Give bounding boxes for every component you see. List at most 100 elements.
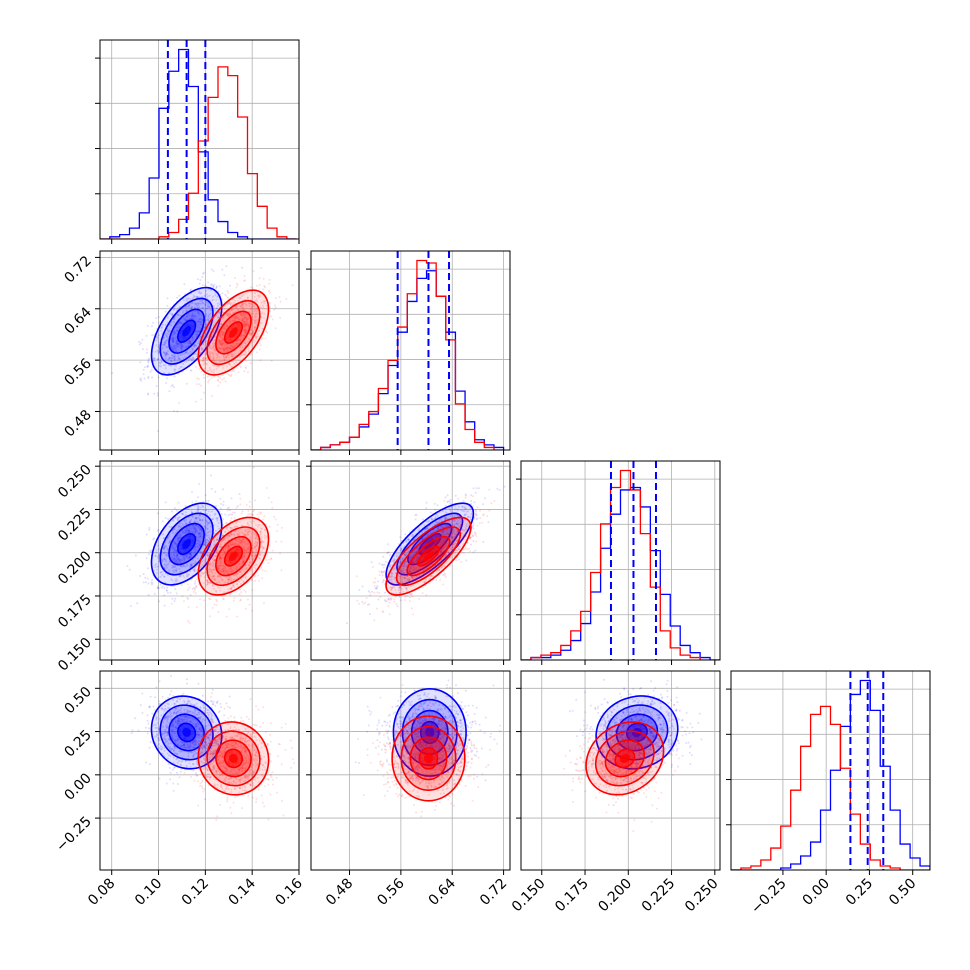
scatter-point bbox=[200, 528, 203, 531]
scatter-point bbox=[253, 319, 256, 322]
scatter-point bbox=[189, 552, 192, 555]
scatter-point bbox=[240, 349, 243, 352]
scatter-point bbox=[268, 525, 271, 528]
scatter-point bbox=[260, 316, 263, 318]
scatter-point bbox=[179, 366, 182, 369]
scatter-point bbox=[410, 567, 413, 570]
scatter-point bbox=[226, 313, 229, 316]
scatter-point bbox=[194, 580, 197, 583]
scatter-point bbox=[247, 350, 250, 353]
scatter-point bbox=[177, 343, 180, 346]
scatter-point bbox=[234, 344, 237, 346]
scatter-point bbox=[191, 317, 194, 320]
scatter-point bbox=[224, 530, 227, 533]
scatter-point bbox=[207, 568, 210, 571]
scatter-point bbox=[154, 564, 157, 567]
scatter-point bbox=[263, 300, 266, 303]
scatter-point bbox=[201, 347, 204, 350]
scatter-point bbox=[195, 315, 198, 318]
scatter-point bbox=[163, 341, 166, 344]
scatter-point bbox=[212, 286, 215, 288]
scatter-point bbox=[438, 520, 441, 523]
scatter-point bbox=[213, 375, 216, 378]
scatter-point bbox=[244, 279, 247, 282]
scatter-point bbox=[202, 271, 205, 274]
scatter-point bbox=[231, 346, 234, 349]
scatter-point bbox=[225, 569, 228, 572]
scatter-point bbox=[476, 517, 479, 520]
scatter-point bbox=[154, 566, 157, 569]
scatter-point bbox=[436, 521, 439, 524]
scatter-point bbox=[243, 333, 245, 336]
scatter-point bbox=[152, 321, 155, 324]
scatter-point bbox=[213, 364, 216, 367]
scatter-point bbox=[200, 398, 203, 401]
scatter-point bbox=[226, 347, 229, 350]
scatter-point bbox=[177, 357, 180, 360]
scatter-point bbox=[212, 564, 215, 567]
scatter-point bbox=[427, 520, 430, 523]
scatter-point bbox=[175, 554, 178, 557]
scatter-point bbox=[235, 572, 238, 575]
scatter-point bbox=[245, 503, 248, 506]
scatter-point bbox=[198, 514, 201, 517]
scatter-point bbox=[173, 600, 176, 603]
scatter-point bbox=[187, 619, 190, 622]
scatter-point bbox=[180, 345, 183, 348]
scatter-point bbox=[173, 375, 176, 378]
scatter-point bbox=[250, 286, 253, 289]
scatter-point bbox=[155, 339, 158, 342]
scatter-point bbox=[203, 540, 206, 543]
scatter-point bbox=[156, 358, 159, 361]
scatter-point bbox=[228, 321, 231, 324]
scatter-point bbox=[186, 563, 189, 566]
scatter-point bbox=[214, 550, 216, 553]
scatter-point bbox=[180, 584, 183, 587]
scatter-point bbox=[254, 316, 257, 319]
scatter-point bbox=[202, 373, 205, 376]
histogram-red bbox=[100, 66, 297, 239]
scatter-point bbox=[212, 295, 214, 298]
scatter-point bbox=[451, 520, 454, 523]
scatter-point bbox=[199, 535, 202, 538]
scatter-point bbox=[222, 569, 225, 572]
scatter-point bbox=[212, 562, 215, 565]
scatter-point bbox=[191, 349, 194, 352]
scatter-point bbox=[190, 524, 193, 527]
scatter-point bbox=[175, 556, 178, 559]
scatter-point bbox=[441, 542, 444, 545]
scatter-point bbox=[202, 599, 205, 602]
scatter-point bbox=[221, 292, 224, 295]
scatter-point bbox=[149, 370, 152, 373]
scatter-point bbox=[169, 344, 172, 347]
scatter-point bbox=[177, 525, 180, 528]
scatter-point bbox=[236, 505, 239, 508]
scatter-point bbox=[227, 529, 229, 532]
scatter-point bbox=[171, 384, 174, 387]
scatter-point bbox=[232, 542, 235, 545]
scatter-point bbox=[462, 499, 465, 502]
scatter-point bbox=[235, 568, 238, 571]
scatter-point bbox=[228, 301, 231, 304]
scatter-point bbox=[412, 553, 415, 556]
scatter-point bbox=[191, 305, 194, 308]
scatter-point bbox=[260, 527, 262, 530]
scatter-point bbox=[196, 516, 199, 519]
scatter-point bbox=[184, 317, 187, 320]
scatter-point bbox=[217, 316, 220, 319]
scatter-point bbox=[248, 310, 251, 313]
scatter-point bbox=[185, 309, 188, 312]
scatter-point bbox=[219, 334, 222, 337]
scatter-point bbox=[188, 621, 191, 624]
scatter-point bbox=[213, 579, 216, 581]
scatter-point bbox=[214, 559, 216, 561]
scatter-point bbox=[219, 557, 222, 560]
scatter-point bbox=[165, 566, 168, 569]
scatter-point bbox=[239, 305, 242, 308]
scatter-point bbox=[218, 557, 221, 560]
scatter-point bbox=[429, 532, 432, 534]
scatter-point bbox=[253, 566, 256, 569]
scatter-point bbox=[175, 342, 178, 344]
scatter-point bbox=[185, 297, 188, 300]
scatter-point bbox=[151, 579, 154, 582]
